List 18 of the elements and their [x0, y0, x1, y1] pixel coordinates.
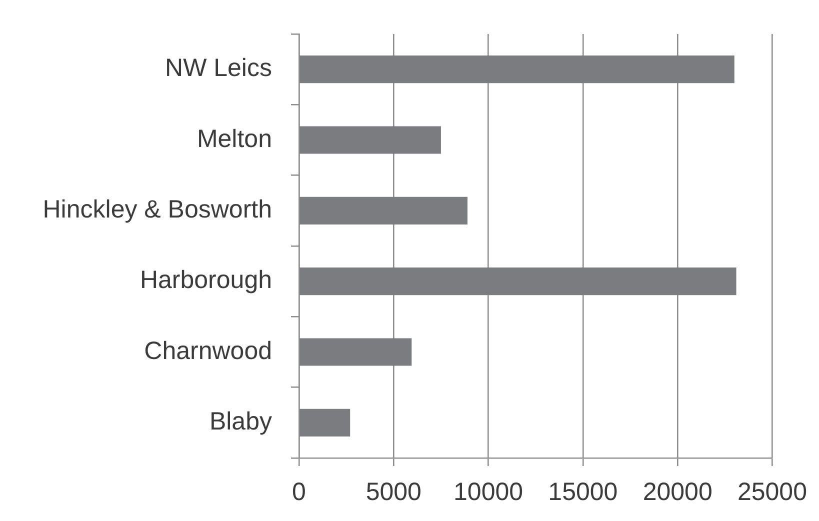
- x-tick-label: 10000: [454, 478, 524, 506]
- x-tick-label: 15000: [548, 478, 618, 506]
- bar: [300, 56, 734, 84]
- bar: [300, 338, 412, 366]
- x-tick-label: 5000: [366, 478, 422, 506]
- bar: [300, 268, 736, 296]
- x-tick-label: 25000: [737, 478, 808, 506]
- x-tick-label: 0: [292, 478, 306, 506]
- bar: [300, 126, 441, 154]
- bar: [300, 196, 468, 224]
- y-tick-label: Hinckley & Bosworth: [42, 196, 272, 224]
- bar: [300, 408, 350, 436]
- y-tick-label: Blaby: [209, 408, 272, 436]
- x-tick-label: 20000: [642, 478, 712, 506]
- y-tick-label: Harborough: [140, 266, 272, 294]
- y-tick-label: NW Leics: [165, 54, 272, 82]
- y-tick-label: Charnwood: [144, 336, 272, 365]
- y-tick-label: Melton: [196, 124, 272, 153]
